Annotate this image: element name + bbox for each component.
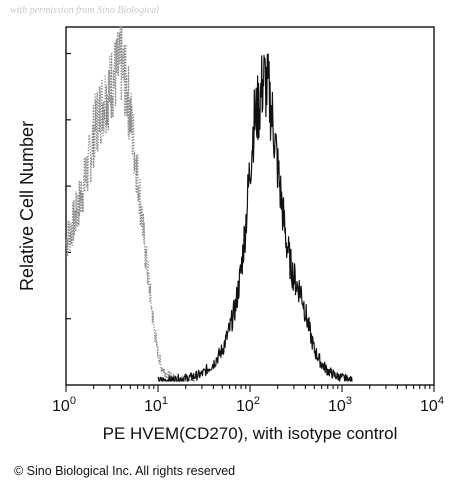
plot-frame [65, 26, 435, 386]
x-axis-ticks [65, 385, 435, 392]
hvem-stained-histogram [157, 53, 353, 382]
x-axis-label: PE HVEM(CD270), with isotype control [102, 424, 398, 443]
x-tick-label: 100 [52, 395, 76, 415]
x-tick-labels: 100 101 102 103 104 [52, 395, 444, 415]
copyright-notice: © Sino Biological Inc. All rights reserv… [14, 464, 236, 478]
isotype-control-histogram [65, 24, 196, 382]
x-tick-label: 102 [236, 395, 260, 415]
x-tick-label: 104 [420, 395, 444, 415]
watermark: with permission from Sino Biological [10, 5, 160, 16]
x-tick-label: 101 [144, 395, 168, 415]
y-axis-ticks [66, 52, 71, 320]
y-axis-label: Relative Cell Number [17, 120, 37, 292]
series-layer [65, 24, 353, 382]
x-tick-label: 103 [328, 395, 352, 415]
